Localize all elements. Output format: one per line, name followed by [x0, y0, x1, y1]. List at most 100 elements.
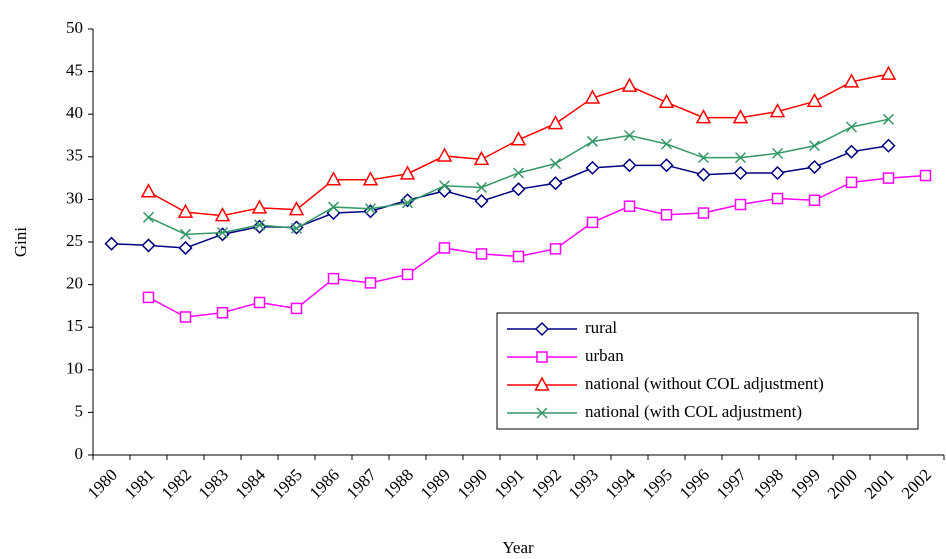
marker [696, 167, 711, 182]
x-tick-label: 1994 [602, 465, 640, 503]
marker [290, 302, 303, 315]
y-tick-label: 50 [66, 18, 83, 37]
marker [510, 131, 527, 146]
marker [474, 194, 489, 209]
x-tick-label: 1998 [750, 465, 787, 502]
marker [919, 169, 932, 182]
marker [253, 296, 266, 309]
x-tick-label: 1995 [639, 465, 676, 502]
x-tick-label: 1981 [121, 465, 158, 502]
y-tick-label: 20 [66, 274, 83, 293]
y-tick-label: 25 [66, 231, 83, 250]
marker [364, 277, 377, 289]
marker [179, 311, 192, 323]
marker [548, 176, 563, 191]
marker [844, 144, 859, 159]
y-tick-label: 30 [66, 188, 83, 207]
marker [327, 272, 340, 285]
marker [770, 165, 785, 181]
marker [549, 243, 562, 255]
marker [586, 216, 599, 229]
marker [473, 150, 490, 166]
legend-label: rural [585, 318, 617, 337]
marker [623, 200, 636, 212]
marker [733, 165, 748, 181]
marker [253, 219, 266, 231]
marker [364, 203, 377, 215]
y-tick-label: 35 [66, 146, 83, 165]
marker [771, 147, 784, 159]
marker [142, 291, 155, 304]
x-tick-label: 2001 [861, 465, 898, 502]
marker [586, 135, 599, 147]
marker [534, 376, 550, 391]
marker [252, 219, 267, 234]
marker [436, 147, 453, 162]
marker [438, 180, 451, 192]
marker [658, 93, 675, 109]
marker [732, 109, 749, 124]
marker [695, 109, 712, 124]
marker [843, 73, 860, 88]
legend-label: national (without COL adjustment) [585, 374, 824, 393]
x-tick-label: 2002 [898, 465, 935, 502]
marker [808, 194, 821, 207]
marker [216, 227, 229, 239]
marker [475, 181, 488, 194]
marker [325, 171, 342, 186]
x-tick-label: 1990 [454, 465, 491, 502]
x-tick-label: 1988 [380, 465, 417, 502]
marker [882, 113, 895, 125]
marker [536, 407, 548, 419]
x-tick-label: 1989 [417, 465, 454, 502]
marker [536, 351, 548, 363]
marker [179, 228, 192, 240]
marker [251, 199, 268, 214]
marker [104, 236, 119, 251]
y-tick-label: 0 [75, 444, 84, 463]
marker [621, 77, 638, 92]
x-tick-label: 1997 [713, 465, 751, 503]
marker [660, 138, 673, 150]
marker [142, 211, 155, 223]
marker [401, 268, 414, 281]
legend: rural urban national (without COL adjustme… [496, 312, 919, 430]
marker [769, 103, 786, 118]
marker [511, 182, 526, 197]
x-tick-label: 2000 [824, 465, 861, 502]
marker [880, 65, 897, 80]
series-line [111, 144, 889, 249]
marker [288, 201, 305, 216]
x-tick-label: 1980 [84, 465, 121, 502]
x-tick-label: 1982 [158, 465, 195, 502]
marker [290, 222, 303, 234]
marker [623, 129, 636, 142]
marker [549, 158, 562, 170]
marker [622, 158, 637, 173]
marker [845, 121, 858, 133]
marker [534, 321, 550, 337]
legend-label: urban [585, 346, 624, 365]
marker [697, 207, 710, 219]
x-tick-label: 1986 [306, 465, 343, 502]
marker [216, 306, 229, 319]
marker [401, 197, 414, 209]
marker [807, 159, 822, 175]
y-tick-label: 45 [66, 61, 83, 80]
marker [660, 208, 673, 221]
x-tick-label: 1983 [195, 465, 232, 502]
marker [512, 167, 525, 179]
x-tick-label: 1993 [565, 465, 602, 502]
marker [327, 201, 340, 213]
marker [177, 203, 194, 218]
x-tick-label: 1984 [232, 465, 270, 503]
x-tick-label: 1987 [343, 465, 381, 503]
marker [881, 138, 896, 153]
marker [734, 152, 747, 164]
marker [362, 171, 379, 186]
marker [585, 160, 600, 175]
series-line [148, 174, 926, 318]
legend-box [496, 312, 919, 430]
marker [363, 204, 378, 219]
